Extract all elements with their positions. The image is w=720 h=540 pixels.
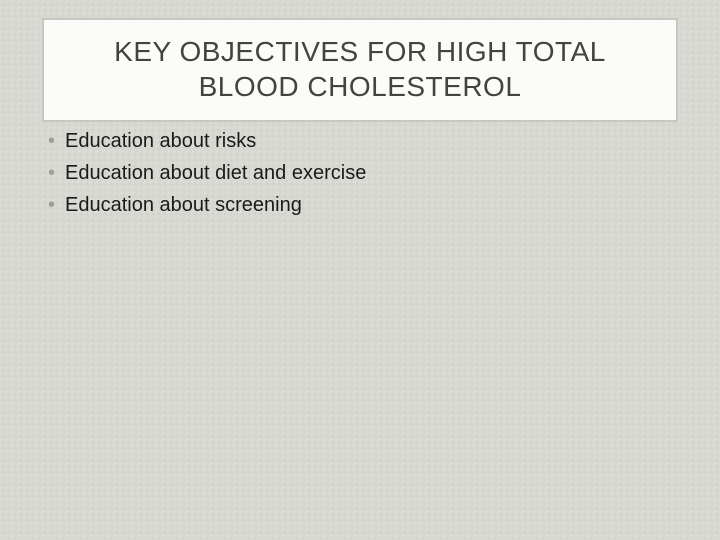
title-line-1: KEY OBJECTIVES FOR HIGH TOTAL bbox=[114, 36, 606, 67]
bullet-item: • Education about risks bbox=[48, 128, 672, 154]
bullet-dot-icon: • bbox=[48, 160, 55, 186]
slide-container: KEY OBJECTIVES FOR HIGH TOTAL BLOOD CHOL… bbox=[0, 0, 720, 540]
content-area: • Education about risks • Education abou… bbox=[48, 128, 672, 224]
slide-title: KEY OBJECTIVES FOR HIGH TOTAL BLOOD CHOL… bbox=[56, 34, 664, 104]
bullet-item: • Education about screening bbox=[48, 192, 672, 218]
bullet-text: Education about screening bbox=[65, 192, 302, 218]
title-line-2: BLOOD CHOLESTEROL bbox=[199, 71, 522, 102]
bullet-dot-icon: • bbox=[48, 192, 55, 218]
title-box: KEY OBJECTIVES FOR HIGH TOTAL BLOOD CHOL… bbox=[42, 18, 678, 122]
bullet-text: Education about diet and exercise bbox=[65, 160, 366, 186]
bullet-item: • Education about diet and exercise bbox=[48, 160, 672, 186]
bullet-dot-icon: • bbox=[48, 128, 55, 154]
bullet-text: Education about risks bbox=[65, 128, 256, 154]
